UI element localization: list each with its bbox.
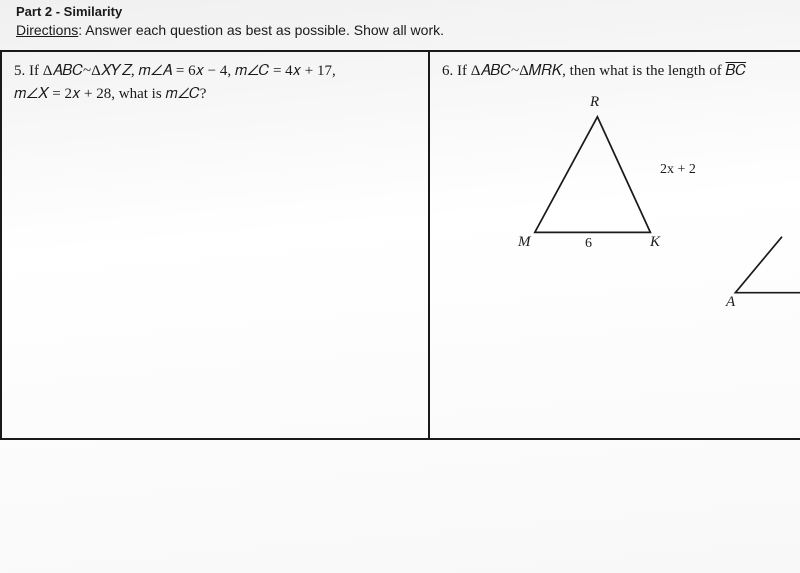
q5-line2: 𝑚∠𝑋 = 2𝑥 + 28, what is 𝑚∠𝐶?: [14, 86, 206, 102]
triangle-mrk-shape: [535, 117, 651, 233]
directions-label: Directions: [16, 22, 78, 38]
question-6-cell: 6. If Δ𝐴𝐵𝐶~Δ𝑀𝑅𝐾, then what is the length…: [430, 52, 800, 438]
question-5-cell: 5. If Δ𝐴𝐵𝐶~Δ𝑋𝑌𝑍, 𝑚∠𝐴 = 6𝑥 − 4, 𝑚∠𝐶 = 4𝑥 …: [0, 52, 430, 438]
side-rk-label: 2x + 2: [660, 162, 696, 178]
q6-text: 6. If Δ𝐴𝐵𝐶~Δ𝑀𝑅𝐾, then what is the length…: [442, 60, 788, 83]
vertex-k: K: [650, 234, 660, 251]
worksheet-page: Part 2 - Similarity Directions: Answer e…: [0, 0, 800, 573]
directions-text: : Answer each question as best as possib…: [78, 22, 444, 38]
q5-line1: If Δ𝐴𝐵𝐶~Δ𝑋𝑌𝑍, 𝑚∠𝐴 = 6𝑥 − 4, 𝑚∠𝐶 = 4𝑥 + 1…: [29, 63, 336, 79]
triangle-abc-path: [735, 237, 800, 293]
triangle-abc-partial: A: [730, 232, 800, 302]
vertex-r: R: [590, 94, 599, 111]
q5-text: 5. If Δ𝐴𝐵𝐶~Δ𝑋𝑌𝑍, 𝑚∠𝐴 = 6𝑥 − 4, 𝑚∠𝐶 = 4𝑥 …: [14, 60, 416, 105]
triangle-mrk: R M K 2x + 2 6: [530, 112, 730, 262]
triangle-mrk-svg: [530, 112, 660, 242]
q6-prefix: If Δ𝐴𝐵𝐶~Δ𝑀𝑅𝐾, then what is the length of: [457, 63, 725, 79]
directions-line: Directions: Answer each question as best…: [16, 22, 444, 38]
q6-segment: 𝐵𝐶: [725, 63, 746, 79]
triangle-abc-svg: [730, 232, 800, 302]
vertex-m: M: [518, 234, 531, 251]
vertex-a: A: [726, 294, 735, 311]
side-mk-label: 6: [585, 236, 592, 252]
q6-number: 6.: [442, 63, 453, 79]
part-label: Part 2 - Similarity: [16, 4, 122, 19]
q5-number: 5.: [14, 63, 25, 79]
question-grid: 5. If Δ𝐴𝐵𝐶~Δ𝑋𝑌𝑍, 𝑚∠𝐴 = 6𝑥 − 4, 𝑚∠𝐶 = 4𝑥 …: [0, 50, 800, 440]
